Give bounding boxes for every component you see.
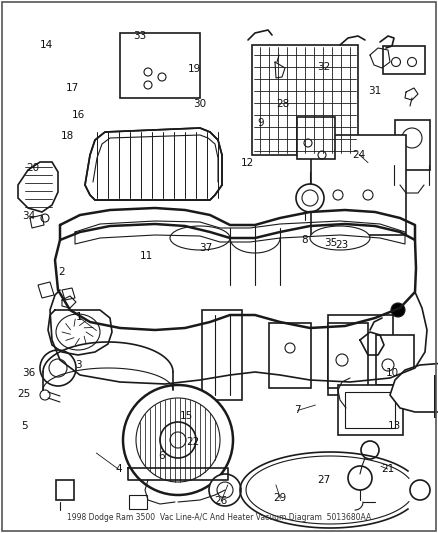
Bar: [383, 46, 425, 74]
Text: 27: 27: [318, 475, 331, 484]
Text: 13: 13: [388, 422, 401, 431]
Bar: [395, 120, 430, 170]
Polygon shape: [18, 162, 58, 212]
Text: 19: 19: [188, 64, 201, 74]
Circle shape: [410, 480, 430, 500]
Text: 8: 8: [301, 235, 308, 245]
Text: 32: 32: [318, 62, 331, 71]
Text: 25: 25: [18, 390, 31, 399]
Circle shape: [136, 398, 220, 482]
Text: 21: 21: [381, 464, 394, 474]
Circle shape: [209, 474, 241, 506]
Bar: [120, 33, 200, 98]
Polygon shape: [38, 282, 54, 298]
Text: 7: 7: [294, 406, 301, 415]
Circle shape: [296, 184, 324, 212]
Bar: [269, 322, 311, 387]
Text: 29: 29: [274, 494, 287, 503]
Text: 3: 3: [75, 360, 82, 370]
Text: 23: 23: [335, 240, 348, 250]
Circle shape: [348, 466, 372, 490]
Text: 33: 33: [134, 31, 147, 41]
Text: 2: 2: [58, 267, 65, 277]
Bar: [56, 480, 74, 500]
Text: 14: 14: [39, 41, 53, 50]
Text: 11: 11: [140, 251, 153, 261]
Circle shape: [123, 385, 233, 495]
Text: 18: 18: [61, 131, 74, 141]
Text: 22: 22: [186, 438, 199, 447]
Text: 12: 12: [241, 158, 254, 167]
Text: 4: 4: [115, 464, 122, 474]
Bar: [202, 310, 242, 400]
Circle shape: [160, 422, 196, 458]
Ellipse shape: [310, 226, 370, 250]
Bar: [345, 392, 395, 428]
Polygon shape: [390, 363, 438, 412]
Bar: [376, 335, 414, 385]
Polygon shape: [85, 128, 222, 200]
Bar: [328, 322, 368, 387]
Text: 28: 28: [276, 99, 289, 109]
Text: 34: 34: [22, 211, 35, 221]
Text: 6: 6: [159, 451, 166, 461]
Circle shape: [361, 441, 379, 459]
Bar: [252, 45, 358, 155]
Text: 30: 30: [193, 99, 206, 109]
Text: 15: 15: [180, 411, 193, 421]
Circle shape: [391, 303, 405, 317]
Text: 1998 Dodge Ram 3500  Vac Line-A/C And Heater Vacuum Diagram  5013680AA: 1998 Dodge Ram 3500 Vac Line-A/C And Hea…: [67, 513, 371, 521]
Text: 36: 36: [22, 368, 35, 378]
Text: 9: 9: [257, 118, 264, 127]
Bar: [297, 117, 335, 159]
Bar: [328, 315, 392, 395]
Text: 1: 1: [75, 312, 82, 322]
Bar: [338, 385, 403, 435]
Circle shape: [170, 432, 186, 448]
Text: 35: 35: [324, 238, 337, 247]
Text: 26: 26: [215, 496, 228, 506]
Text: 31: 31: [368, 86, 381, 95]
Ellipse shape: [170, 226, 230, 250]
Text: 24: 24: [353, 150, 366, 159]
Bar: [129, 495, 147, 509]
Text: 16: 16: [72, 110, 85, 119]
Text: 5: 5: [21, 422, 28, 431]
Circle shape: [40, 350, 76, 386]
Text: 10: 10: [385, 368, 399, 378]
Bar: [311, 135, 406, 235]
Text: 17: 17: [66, 83, 79, 93]
Ellipse shape: [56, 314, 100, 350]
Text: 37: 37: [199, 243, 212, 253]
Polygon shape: [62, 288, 75, 300]
Text: 20: 20: [26, 163, 39, 173]
